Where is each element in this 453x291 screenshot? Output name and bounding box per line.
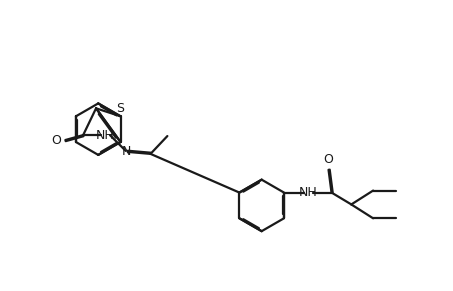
Text: O: O <box>323 153 333 166</box>
Text: O: O <box>52 134 61 146</box>
Text: N: N <box>122 146 131 158</box>
Text: NH: NH <box>299 186 317 199</box>
Text: S: S <box>116 102 125 115</box>
Text: NH: NH <box>96 129 114 141</box>
